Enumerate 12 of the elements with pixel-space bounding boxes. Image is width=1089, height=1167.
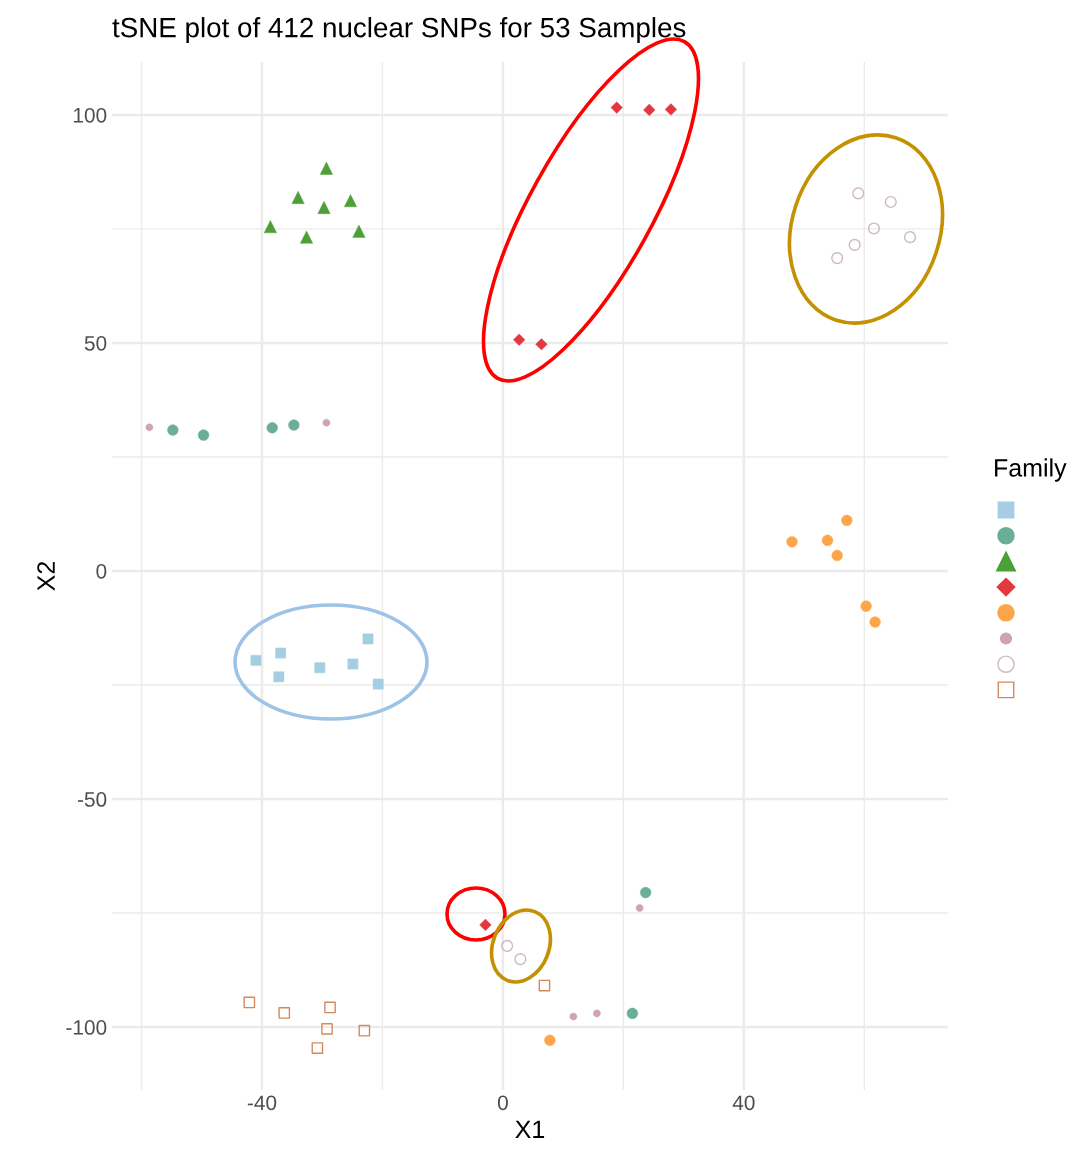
- y-axis-title: X2: [37, 561, 55, 591]
- x-tick-label: 40: [732, 1095, 755, 1111]
- y-tick-label: 100: [73, 107, 107, 123]
- x-tick-label: 0: [497, 1095, 508, 1111]
- y-tick-label: 0: [96, 563, 107, 579]
- y-tick-label: -100: [66, 1020, 107, 1035]
- x-axis-title: X1: [515, 1120, 545, 1138]
- x-tick-label: -40: [247, 1095, 277, 1111]
- y-tick-label: -50: [77, 792, 107, 807]
- legend-title: Family: [995, 458, 1067, 482]
- y-tick-label: 50: [84, 335, 107, 351]
- chart-title: tSNE plot of 412 nuclear SNPs for 53 Samples: [112, 17, 686, 43]
